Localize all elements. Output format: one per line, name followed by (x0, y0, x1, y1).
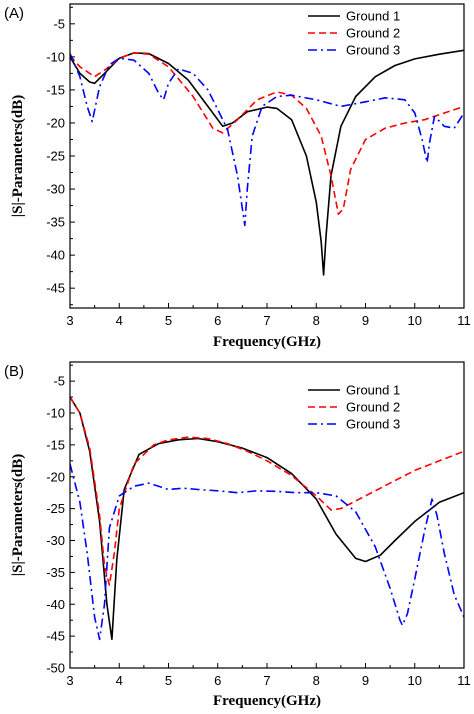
chart-1-y-tick-label: -35 (46, 565, 65, 580)
chart-1-x-tick-label: 11 (457, 673, 471, 688)
chart-0-panel-label: (A) (4, 5, 24, 22)
chart-1-y-axis-label: |S|-Parameters(dB) (10, 454, 26, 576)
chart-0-x-axis-label: Frequency(GHz) (213, 334, 321, 350)
chart-0-legend: Ground 1 Ground 2 Ground 3 (308, 9, 400, 58)
chart-1-y-tick-label: -15 (46, 437, 65, 452)
chart-0-x-tick-label: 5 (165, 313, 172, 328)
chart-0-x-tick-label: 11 (457, 313, 471, 328)
chart-panel-b: 3 4 5 6 7 8 9 10 11 -5 -10 -15 -20 -25 -30 -35 -40 -45 -50… (4, 361, 471, 709)
chart-0-y-tick-label: -5 (53, 16, 65, 31)
chart-1-series-line-ground-3 (70, 463, 464, 641)
chart-0-y-tick-label: -15 (46, 82, 65, 97)
chart-1-legend-label: Ground 1 (346, 383, 400, 398)
chart-0-y-tick-label: -25 (46, 149, 65, 164)
chart-0-series-line-ground-2 (70, 52, 464, 215)
chart-0-x-tick-label: 10 (408, 313, 422, 328)
chart-1-x-tick-label: 8 (313, 673, 320, 688)
chart-0-legend-label: Ground 2 (346, 26, 400, 41)
chart-1-y-tick-label: -40 (46, 597, 65, 612)
chart-0-x-tick-label: 4 (116, 313, 123, 328)
chart-0-y-tick-label: -20 (46, 115, 65, 130)
chart-1-x-tick-label: 10 (408, 673, 422, 688)
chart-0-x-tick-label: 3 (66, 313, 73, 328)
chart-1-y-tick-label: -5 (53, 374, 65, 389)
chart-1-series-line-ground-1 (70, 396, 464, 641)
chart-1-y-tick-label: -10 (46, 406, 65, 421)
chart-0-x-tick-label: 6 (214, 313, 221, 328)
chart-0-legend-label: Ground 1 (346, 9, 400, 24)
chart-0-y-tick-label: -30 (46, 182, 65, 197)
chart-0-y-tick-label: -40 (46, 248, 65, 263)
chart-0-y-axis-label: |S|-Parameters(dB) (10, 95, 26, 217)
chart-1-y-tick-label: -30 (46, 533, 65, 548)
chart-1-y-tick-label: -45 (46, 629, 65, 644)
chart-0-series-group (70, 49, 464, 276)
chart-0-series-line-ground-3 (70, 53, 464, 227)
chart-0-y-tick-label: -35 (46, 215, 65, 230)
chart-1-x-tick-label: 5 (165, 673, 172, 688)
chart-1-x-tick-label: 6 (214, 673, 221, 688)
chart-1-x-tick-label: 3 (66, 673, 73, 688)
chart-1-x-tick-label: 7 (263, 673, 270, 688)
chart-1-legend-label: Ground 3 (346, 417, 400, 432)
chart-1-panel-label: (B) (4, 363, 24, 380)
chart-1-x-tick-label: 9 (362, 673, 369, 688)
chart-1-legend-label: Ground 2 (346, 400, 400, 415)
chart-panel-a: 3 4 5 6 7 8 9 10 11 -5 -10 -15 -20 -25 -30 -35 -40 -45 Fre… (4, 3, 471, 350)
chart-0-y-tick-label: -45 (46, 281, 65, 296)
chart-1-legend: Ground 1 Ground 2 Ground 3 (308, 383, 400, 432)
chart-1-plot-frame (69, 361, 465, 669)
chart-0-x-tick-label: 8 (313, 313, 320, 328)
chart-1-y-tick-label: -20 (46, 469, 65, 484)
chart-0-series-line-ground-1 (70, 49, 464, 276)
chart-1-y-tick-label: -25 (46, 501, 65, 516)
chart-1-series-group (70, 396, 464, 641)
chart-0-y-tick-label: -10 (46, 49, 65, 64)
chart-0-plot-frame (69, 3, 465, 309)
chart-1-series-line-ground-2 (70, 396, 464, 586)
chart-1-x-axis-label: Frequency(GHz) (213, 693, 321, 709)
chart-0-legend-label: Ground 3 (346, 43, 400, 58)
chart-0-x-tick-label: 9 (362, 313, 369, 328)
chart-0-x-tick-label: 7 (263, 313, 270, 328)
chart-1-y-tick-label: -50 (46, 661, 65, 676)
chart-1-x-tick-label: 4 (116, 673, 123, 688)
